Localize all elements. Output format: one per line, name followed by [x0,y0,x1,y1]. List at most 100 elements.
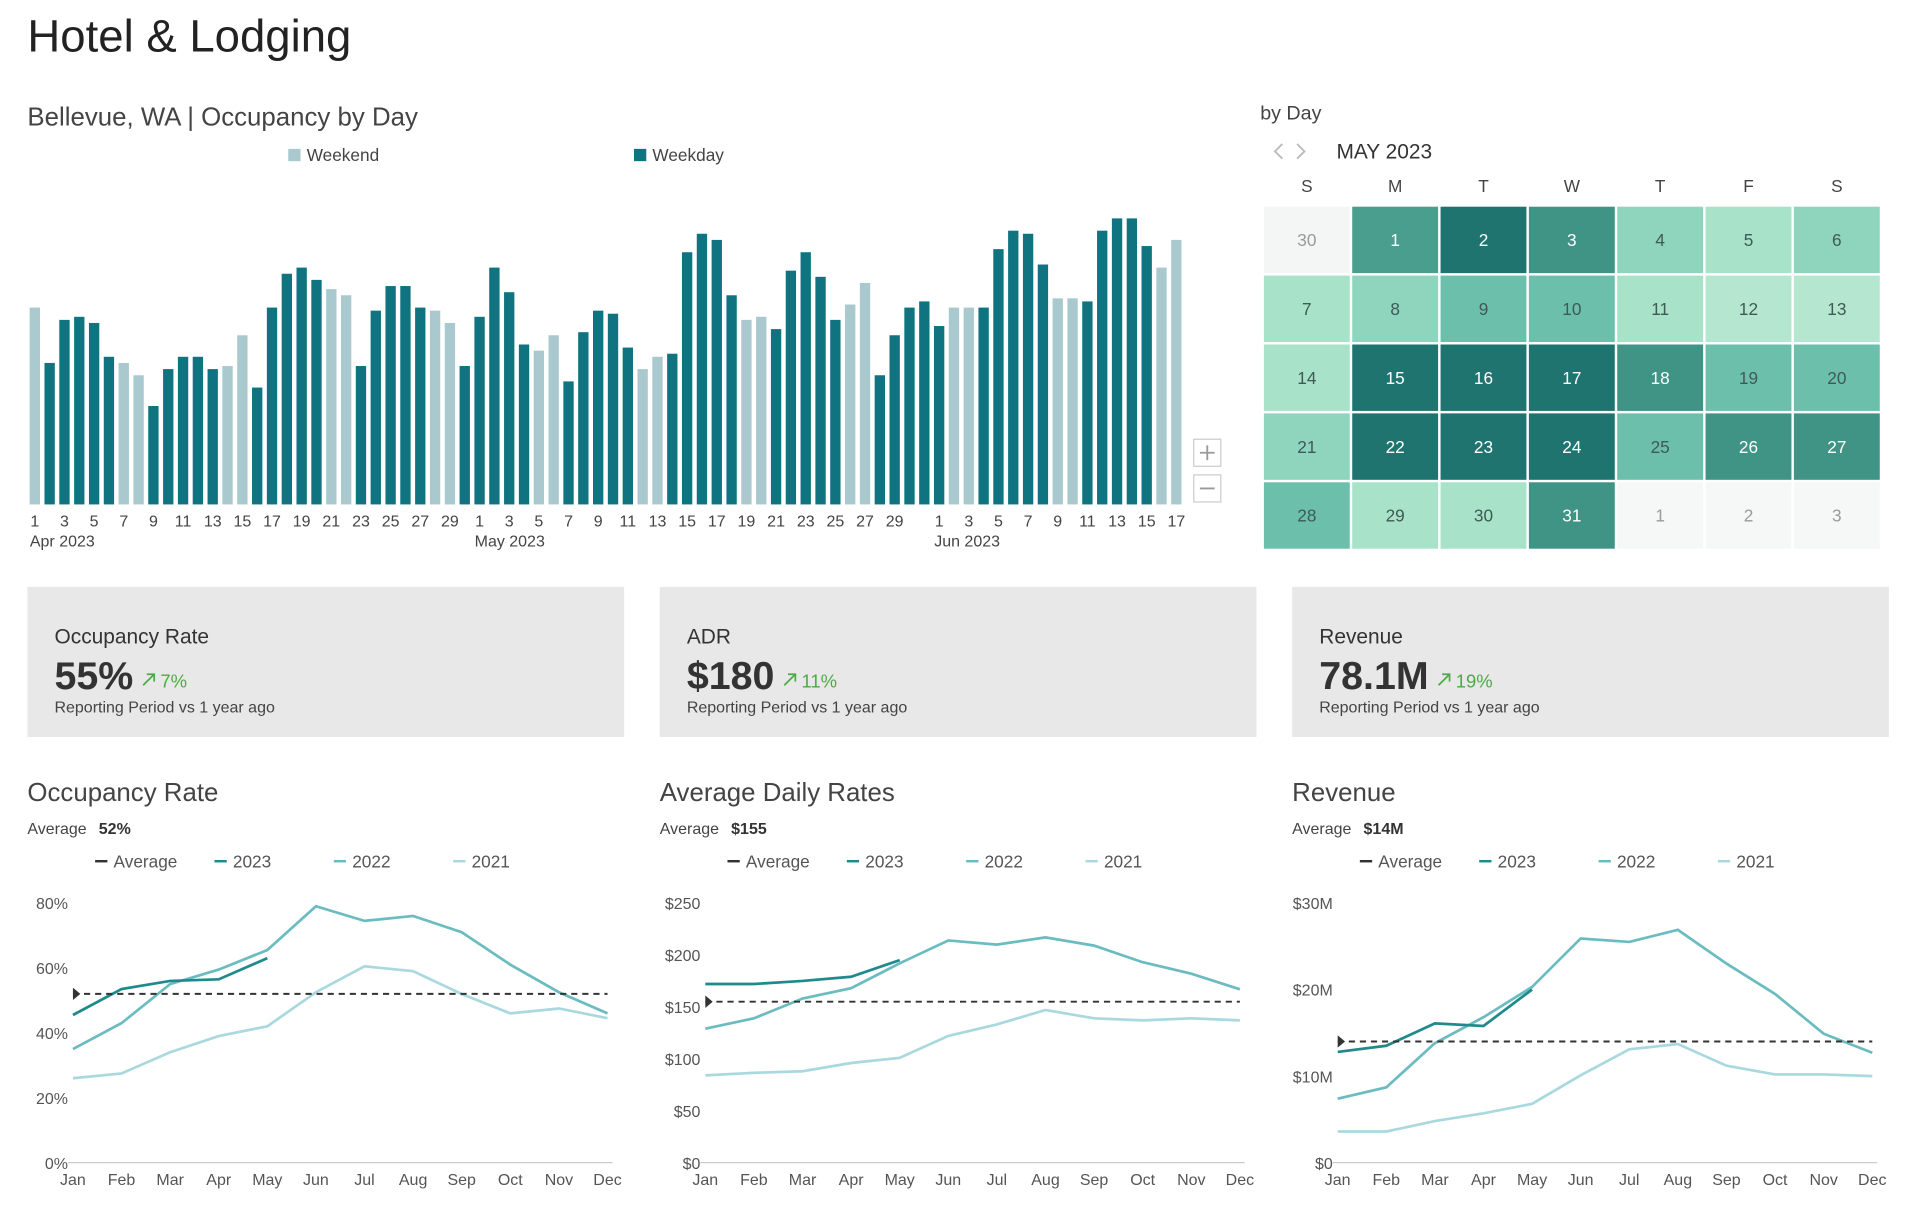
calendar-cell [1440,275,1527,343]
x-tick-label: 7 [1024,514,1033,531]
legend-label: 2021 [1736,851,1774,871]
bar [474,316,485,505]
x-tick-label: May [252,1172,282,1189]
weekday-label: S [1831,176,1843,196]
zoom-in-button[interactable] [1193,438,1222,467]
bar [177,356,189,505]
x-tick-label: Nov [545,1172,573,1189]
bar [1141,246,1152,505]
bar [845,304,856,505]
calendar-day: 22 [1386,437,1405,457]
series-line [72,904,609,1051]
x-tick-label: May [1517,1172,1547,1189]
x-tick-label: Dec [1858,1172,1886,1189]
weekday-label: F [1743,176,1754,196]
y-tick-label: $200 [665,948,701,965]
y-tick-label: $250 [665,896,701,913]
bar [1082,301,1093,505]
next-month[interactable] [1296,143,1306,160]
average-caption: Average [27,821,86,838]
calendar-cell [1440,413,1527,480]
calendar-cell [1263,206,1350,274]
calendar-day: 18 [1651,368,1670,388]
kpi-label: ADR [687,625,731,648]
calendar-day: 19 [1739,368,1758,388]
bar [1171,239,1182,505]
calendar-day: 23 [1474,437,1493,457]
bar [607,313,619,505]
bar [993,249,1004,505]
legend-label: 2023 [1498,851,1536,871]
calendar-day: 21 [1297,437,1316,457]
bar [874,375,886,505]
bar [889,335,900,505]
calendar-cell [1617,206,1704,274]
x-tick-label: Sep [1080,1172,1109,1189]
bar [859,282,871,505]
average-value: $155 [731,821,767,838]
bar [815,276,826,505]
x-tick-label: Mar [1421,1172,1449,1189]
y-tick-label: $10M [1293,1069,1333,1086]
x-tick-label: Dec [593,1172,621,1189]
y-tick-label: $150 [665,1000,701,1017]
prev-month[interactable] [1273,143,1283,160]
legend-label: 2022 [985,851,1023,871]
bar [133,375,144,505]
series-line [1337,988,1533,1054]
bar [800,252,811,505]
x-tick-label: Oct [1763,1172,1788,1189]
bar [770,329,782,505]
x-tick-label: 23 [352,514,370,531]
x-tick-label: 21 [322,514,340,531]
calendar-day: 3 [1567,230,1577,250]
weekday-label: T [1478,176,1489,196]
calendar-day: 10 [1562,299,1581,319]
calendar-cell [1352,344,1439,411]
bar [385,286,396,505]
calendar-day: 25 [1651,437,1670,457]
kpi-card [1292,586,1889,737]
calendar-day: 8 [1390,299,1400,319]
x-tick-label: Aug [399,1172,427,1189]
x-tick-label: 5 [534,514,543,531]
bar [1008,230,1019,505]
trend-arrow [1437,673,1451,686]
x-tick-label: 3 [964,514,973,531]
calendar-day: 15 [1386,368,1405,388]
weekday-label: W [1564,176,1581,196]
calendar-cell [1617,275,1704,343]
bar [311,279,322,505]
calendar-cell [1705,344,1792,411]
bar [444,322,456,505]
series-line [72,956,268,1017]
zoom-out-button[interactable] [1193,474,1222,503]
calendar-day: 29 [1386,506,1405,526]
calendar-cell [1440,344,1527,411]
bar [963,307,974,505]
bar [978,307,989,505]
calendar-day: 31 [1562,506,1581,526]
x-tick-label: Feb [1373,1172,1401,1189]
x-tick-label: 15 [233,514,251,531]
bar [933,326,945,505]
calendar-day: 30 [1297,230,1316,250]
x-tick-label: Jun [935,1172,961,1189]
bar [1052,298,1063,505]
kpi-change: 11% [802,671,838,692]
bar [88,322,100,505]
calendar-day: 6 [1832,230,1842,250]
bar [593,310,604,505]
kpi-value: 78.1M [1319,654,1428,698]
calendar-cell [1528,413,1615,480]
average-caption: Average [660,821,719,838]
bar [785,270,797,505]
bar [296,267,307,505]
bar [74,316,85,505]
calendar-cell [1352,482,1439,549]
legend-label: Weekday [652,145,724,165]
x-tick-label: Mar [156,1172,184,1189]
calendar-day: 2 [1479,230,1489,250]
bar [578,332,589,505]
